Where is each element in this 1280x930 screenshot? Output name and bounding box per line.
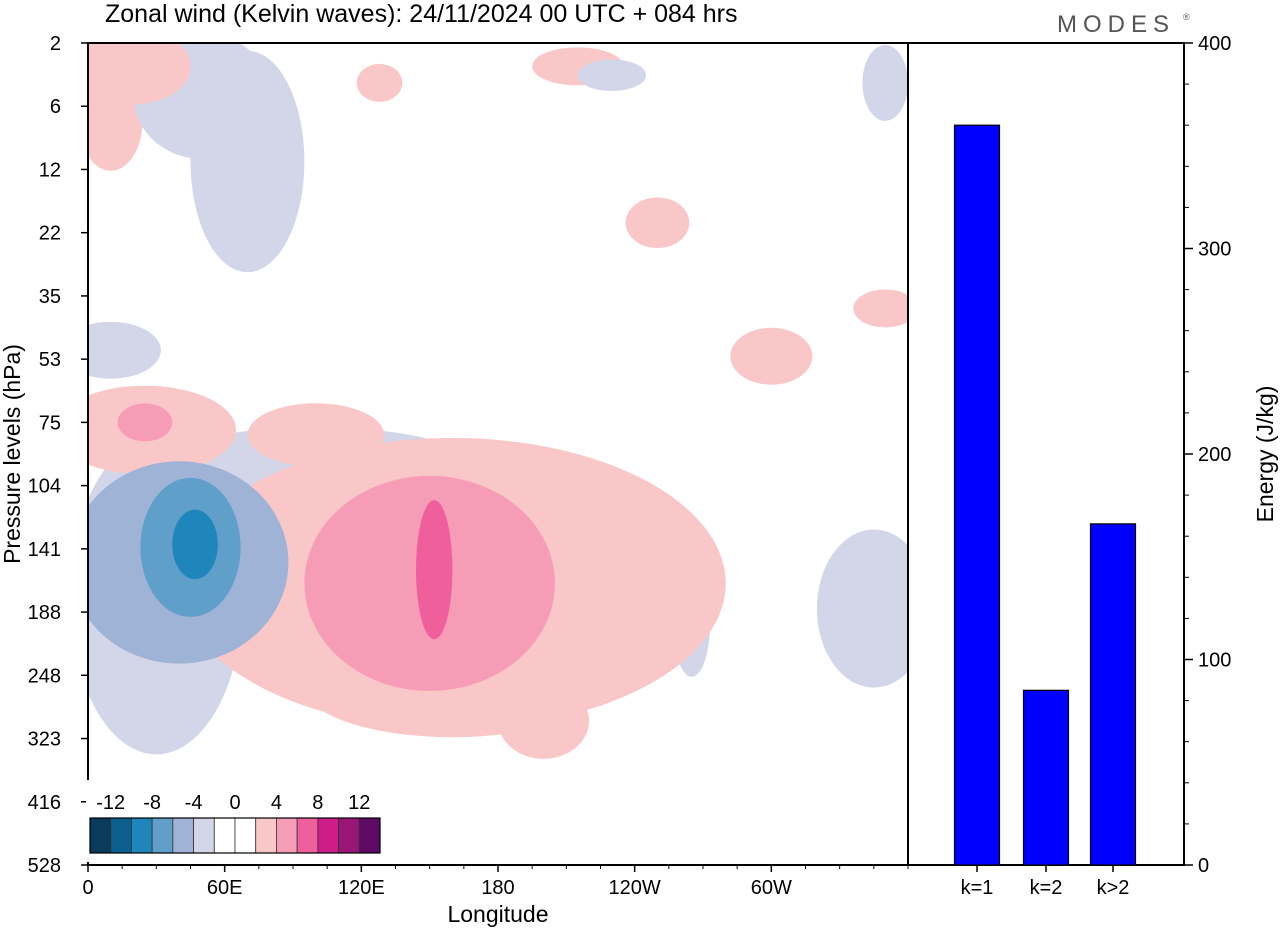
- y-axis-label: Pressure levels (hPa): [0, 344, 25, 564]
- y-tick-label: 323: [28, 729, 61, 751]
- bar-category-label: k=2: [1030, 877, 1063, 899]
- contour-region-easterly-anomaly-max: [172, 509, 218, 580]
- modes-logo: MODES: [1057, 11, 1175, 38]
- colorbar-swatch: [317, 817, 339, 854]
- colorbar-label: -4: [185, 792, 203, 814]
- contour-region-band-14: [577, 59, 647, 92]
- contour-region-band-12: [356, 63, 403, 102]
- x-tick-label: 120E: [338, 877, 385, 899]
- y-tick-label: 248: [28, 665, 61, 687]
- contour-region-band-8: [730, 327, 813, 385]
- contour-region-band-9: [853, 289, 908, 328]
- colorbar-swatch: [89, 817, 112, 854]
- colorbar-swatch: [276, 817, 298, 854]
- colorbar-swatch: [296, 817, 319, 854]
- colorbar-label: 12: [348, 792, 370, 814]
- energy-tick-label: 100: [1198, 650, 1231, 672]
- y-tick-label: 104: [28, 476, 61, 498]
- y-tick-label: 416: [28, 792, 61, 814]
- bar-category-label: k>2: [1097, 877, 1130, 899]
- colorbar-label: 8: [312, 792, 323, 814]
- y-tick-label: 2: [50, 33, 61, 55]
- contour-region-band-7: [625, 197, 690, 249]
- logo-registered-mark: ®: [1183, 12, 1190, 22]
- contour-region-westerly-upper: [88, 43, 191, 105]
- contour-region-westerly-jet-max: [416, 500, 453, 640]
- energy-axis-label: Energy (J/kg): [1252, 386, 1278, 523]
- bar-category-label: k=1: [961, 877, 994, 899]
- longitude-axis: 0 60E 120E 180 120W 60W: [82, 865, 909, 899]
- colorbar-swatch: [172, 817, 194, 854]
- energy-bar-3: [1089, 523, 1137, 866]
- y-tick-label: 188: [28, 602, 61, 624]
- y-tick-label: 141: [28, 539, 61, 561]
- colorbar-swatch: [131, 817, 153, 854]
- heatmap-contours: [88, 43, 908, 759]
- colorbar-swatch: [358, 817, 381, 854]
- energy-bar-1: [953, 124, 1001, 866]
- pressure-axis: 2 6 12 22 35 53 75 104 141 188 248 323 416 528: [28, 33, 88, 877]
- x-tick-label: 60W: [751, 877, 792, 899]
- energy-bar-2: [1022, 689, 1070, 866]
- colorbar-swatch: [234, 817, 257, 854]
- y-tick-label: 35: [39, 286, 61, 308]
- x-tick-label: 0: [82, 877, 93, 899]
- colorbar-label: 0: [229, 792, 240, 814]
- x-tick-label: 60E: [207, 877, 243, 899]
- colorbar-swatch: [213, 817, 236, 854]
- colorbar-swatch: [151, 817, 174, 854]
- colorbar-label: -8: [143, 792, 161, 814]
- colorbar-label: 4: [271, 792, 282, 814]
- contour-region-band-16: [862, 44, 908, 121]
- y-tick-label: 75: [39, 412, 61, 434]
- colorbar-swatch: [338, 817, 360, 854]
- colorbar-frame: [89, 817, 381, 854]
- contour-region-westerly-75hPa-core: [117, 403, 173, 442]
- colorbar: -12 -8 -4 0 4 8 12: [86, 780, 386, 862]
- energy-tick-label: 200: [1198, 444, 1231, 466]
- colorbar-swatch: [193, 817, 215, 854]
- y-tick-label: 6: [50, 96, 61, 118]
- contour-region-band-10: [88, 321, 161, 379]
- energy-bars: k=1 k=2 k>2: [953, 124, 1137, 899]
- colorbar-label: -12: [96, 792, 125, 814]
- energy-tick-label: 300: [1198, 239, 1231, 261]
- kelvin-wave-heatmap: [88, 43, 908, 865]
- y-tick-label: 22: [39, 223, 61, 245]
- contour-region-easterly-east-pacific: [816, 529, 908, 688]
- colorbar-swatch: [110, 817, 132, 854]
- energy-tick-label: 0: [1198, 855, 1209, 877]
- y-tick-label: 528: [28, 855, 61, 877]
- energy-axis: 0 100 200 300 400: [1184, 33, 1231, 877]
- x-axis-label: Longitude: [447, 901, 548, 927]
- y-tick-label: 12: [39, 159, 61, 181]
- energy-tick-label: 400: [1198, 33, 1231, 55]
- x-tick-label: 180: [481, 877, 514, 899]
- x-tick-label: 120W: [609, 877, 661, 899]
- y-tick-label: 53: [39, 349, 61, 371]
- colorbar-swatch: [255, 817, 277, 854]
- chart-title: Zonal wind (Kelvin waves): 24/11/2024 00…: [105, 0, 738, 28]
